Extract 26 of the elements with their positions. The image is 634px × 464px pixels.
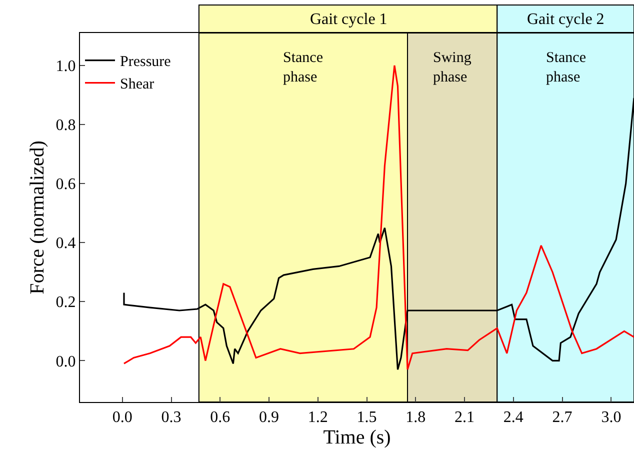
x-tick-label: 1.2 <box>308 409 328 426</box>
x-tick-label: 0.9 <box>259 409 280 426</box>
band-label: Stance phase <box>283 50 324 86</box>
x-tick-label: 0.3 <box>161 409 182 426</box>
x-tick-label: 1.5 <box>356 409 377 426</box>
band-label: Gait cycle 1 <box>310 11 388 28</box>
y-tick-label: 0.4 <box>56 235 76 252</box>
band-label: Stance phase <box>546 50 586 86</box>
y-tick-label: 0.8 <box>56 117 76 134</box>
band-label: Swing phase <box>433 50 472 86</box>
y-tick-label: 0.6 <box>56 176 76 194</box>
y-axis-title: Force (normalized) <box>26 140 48 294</box>
x-tick-label: 0.0 <box>112 409 132 426</box>
y-tick-label: 0.0 <box>56 353 76 370</box>
x-axis-title: Time (s) <box>323 426 391 449</box>
y-tick-label: 1.0 <box>56 58 76 76</box>
x-tick-label: 2.7 <box>552 409 572 426</box>
x-tick-label: 3.0 <box>601 409 622 426</box>
x-tick-label: 0.6 <box>210 409 230 426</box>
band-label: Gait cycle 2 <box>527 11 604 28</box>
legend-label: Shear <box>120 76 154 93</box>
x-tick-label: 2.1 <box>454 409 475 426</box>
y-tick-label: 0.2 <box>56 294 76 312</box>
x-tick-label: 1.8 <box>406 409 426 426</box>
legend-label: Pressure <box>120 54 172 70</box>
x-tick-label: 2.4 <box>503 409 524 426</box>
